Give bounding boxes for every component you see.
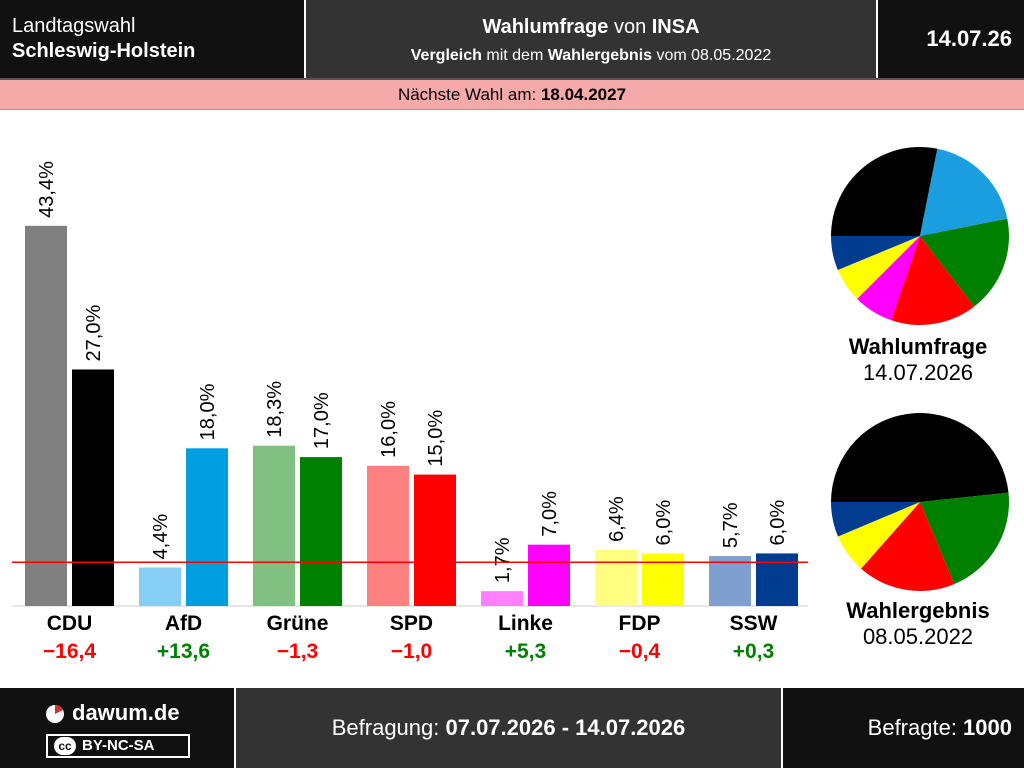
value-label-gruene-result: 18,3% bbox=[264, 381, 286, 438]
party-label-cdu: CDU bbox=[47, 612, 93, 635]
bar-gruene-result bbox=[253, 445, 295, 606]
next-election-bar: Nächste Wahl am: 18.04.2027 bbox=[0, 80, 1024, 110]
brand-name[interactable]: dawum.de bbox=[72, 700, 180, 725]
pie-slice-spd bbox=[861, 502, 955, 591]
pie-slice-linke bbox=[857, 236, 920, 321]
pie-slice-ssw bbox=[831, 236, 920, 271]
survey-period: Befragung: 07.07.2026 - 14.07.2026 bbox=[236, 688, 781, 768]
pie-slice-gruene bbox=[920, 218, 1009, 307]
difference-ssw: +0,3 bbox=[733, 640, 774, 663]
region-header: Landtagswahl Schleswig-Holstein bbox=[0, 0, 304, 78]
region-name: Schleswig-Holstein bbox=[12, 40, 196, 62]
value-label-afd-poll: 18,0% bbox=[197, 383, 219, 440]
difference-fdp: −0,4 bbox=[619, 640, 661, 663]
pie-result-caption: Wahlergebnis 08.05.2022 bbox=[828, 598, 1008, 650]
difference-gruene: −1,3 bbox=[277, 640, 318, 663]
pie-poll-title: Wahlumfrage bbox=[848, 334, 988, 359]
party-label-ssw: SSW bbox=[730, 612, 778, 635]
pie-result-date: 08.05.2022 bbox=[862, 624, 974, 649]
pie-slice-spd bbox=[891, 236, 975, 325]
poll-header: Wahlumfrage von INSA Vergleich mit dem W… bbox=[306, 0, 876, 78]
pie-chart-poll bbox=[831, 147, 1009, 325]
header-divider bbox=[0, 78, 1024, 80]
value-label-linke-result: 1,7% bbox=[492, 537, 514, 583]
pie-slice-afd bbox=[920, 148, 1008, 236]
survey-period-value: 07.07.2026 - 14.07.2026 bbox=[445, 715, 686, 740]
bar-afd-result bbox=[139, 567, 181, 606]
pie-slice-ssw bbox=[831, 502, 920, 537]
election-type: Landtagswahl bbox=[12, 15, 136, 37]
party-label-linke: Linke bbox=[498, 612, 553, 635]
difference-cdu: −16,4 bbox=[43, 640, 96, 663]
footer-brand-area: dawum.de cc BY-NC-SA bbox=[0, 688, 234, 768]
pie-poll-caption: Wahlumfrage 14.07.2026 bbox=[828, 334, 1008, 386]
value-label-spd-poll: 15,0% bbox=[425, 410, 447, 467]
pie-slice-fdp bbox=[837, 236, 920, 299]
value-label-afd-result: 4,4% bbox=[150, 514, 172, 560]
value-label-cdu-poll: 27,0% bbox=[83, 305, 105, 362]
bar-ssw-poll bbox=[756, 553, 798, 606]
value-label-ssw-result: 5,7% bbox=[720, 502, 742, 548]
pie-slice-gruene bbox=[920, 492, 1009, 585]
value-label-gruene-poll: 17,0% bbox=[311, 392, 333, 449]
value-label-ssw-poll: 6,0% bbox=[767, 500, 789, 546]
pie-slice-cdu bbox=[831, 413, 1009, 502]
bar-cdu-poll bbox=[72, 369, 114, 606]
bar-fdp-poll bbox=[642, 553, 684, 606]
cc-icon: cc bbox=[54, 737, 76, 756]
bar-linke-poll bbox=[528, 544, 570, 606]
difference-afd: +13,6 bbox=[157, 640, 210, 663]
value-label-spd-result: 16,0% bbox=[378, 401, 400, 458]
pie-logo-icon bbox=[46, 705, 64, 723]
pie-slice-fdp bbox=[837, 502, 920, 569]
party-label-spd: SPD bbox=[390, 612, 433, 635]
difference-linke: +5,3 bbox=[505, 640, 546, 663]
pie-slice-cdu bbox=[831, 147, 938, 236]
difference-spd: −1,0 bbox=[391, 640, 432, 663]
bar-fdp-result bbox=[595, 549, 637, 606]
bar-ssw-result bbox=[709, 556, 751, 606]
respondents-value: 1000 bbox=[963, 715, 1012, 740]
pie-poll-date: 14.07.2026 bbox=[862, 360, 974, 385]
poll-subtitle: Vergleich mit dem Wahlergebnis vom 08.05… bbox=[410, 47, 772, 64]
value-label-fdp-poll: 6,0% bbox=[653, 500, 675, 546]
license-badge[interactable]: cc BY-NC-SA bbox=[46, 734, 190, 758]
party-label-afd: AfD bbox=[165, 612, 202, 635]
value-label-cdu-result: 43,4% bbox=[36, 161, 58, 218]
license-text: BY-NC-SA bbox=[82, 737, 155, 754]
value-label-linke-poll: 7,0% bbox=[539, 491, 561, 537]
party-label-fdp: FDP bbox=[619, 612, 661, 635]
institute: INSA bbox=[651, 16, 700, 38]
poll-title: Wahlumfrage von INSA bbox=[482, 16, 700, 38]
pie-chart-result bbox=[831, 413, 1009, 591]
value-label-fdp-result: 6,4% bbox=[606, 496, 628, 542]
bar-spd-poll bbox=[414, 474, 456, 606]
bar-gruene-poll bbox=[300, 457, 342, 606]
next-election-date: 18.04.2027 bbox=[540, 85, 627, 104]
comparison-date: 08.05.2022 bbox=[691, 47, 772, 64]
bar-chart: 43,4% 27,0% CDU −16,4 4,4% 18,0% AfD +13,6 18,3%… bbox=[12, 161, 808, 663]
bar-linke-result bbox=[481, 591, 523, 606]
bar-cdu-result bbox=[25, 225, 67, 606]
party-label-gruene: Grüne bbox=[267, 612, 329, 635]
respondents: Befragte: 1000 bbox=[783, 688, 1024, 768]
bar-spd-result bbox=[367, 465, 409, 606]
bar-afd-poll bbox=[186, 448, 228, 606]
poll-date: 14.07.26 bbox=[878, 0, 1024, 78]
pie-result-title: Wahlergebnis bbox=[846, 598, 990, 623]
